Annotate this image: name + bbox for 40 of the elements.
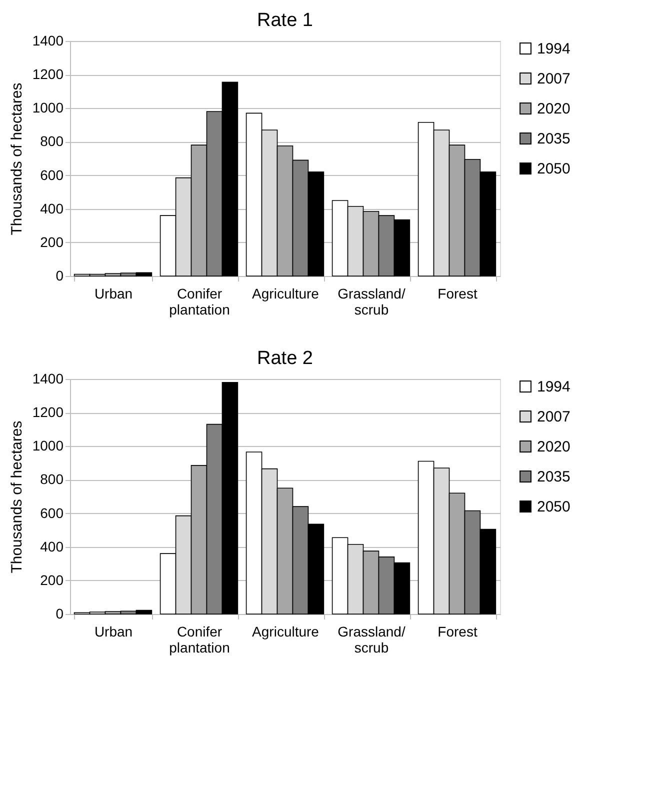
x-tick-label: Urban: [94, 624, 133, 640]
legend-label: 1994: [537, 40, 570, 58]
chart-title: Rate 1: [257, 10, 313, 31]
y-tick-label: 1200: [32, 404, 64, 420]
x-tick-label: Conifer plantation: [169, 624, 230, 656]
x-tick-label: Agriculture: [252, 624, 320, 640]
legend-label: 2035: [537, 468, 570, 486]
y-tick-label: 1000: [32, 438, 64, 454]
y-axis-title: Thousands of hectares: [8, 82, 26, 236]
y-tick-label: 1400: [32, 370, 64, 386]
x-tick-label: Urban: [94, 286, 133, 302]
y-tick-label: 400: [40, 200, 64, 216]
legend-label: 2035: [537, 130, 570, 148]
x-tick-label: Forest: [438, 624, 478, 640]
legend-label: 2050: [537, 160, 570, 178]
y-tick-label: 800: [40, 471, 64, 488]
legend-label: 2007: [537, 408, 570, 426]
y-tick-label: 200: [40, 234, 64, 250]
x-tick-label: Agriculture: [252, 286, 320, 302]
legend-label: 1994: [537, 378, 570, 396]
chart-title: Rate 2: [257, 348, 313, 369]
y-tick-label: 1400: [32, 32, 64, 48]
x-tick-label: Grassland/ scrub: [338, 624, 406, 656]
legend-label: 2020: [537, 100, 570, 118]
y-tick-label: 600: [40, 504, 64, 521]
y-tick-label: 200: [40, 572, 64, 588]
y-tick-label: 1000: [32, 100, 64, 116]
y-axis-title: Thousands of hectares: [8, 420, 26, 574]
y-tick-label: 0: [56, 606, 64, 622]
legend-label: 2050: [537, 498, 570, 516]
y-tick-label: 800: [40, 133, 64, 150]
y-tick-label: 1200: [32, 66, 64, 82]
x-tick-label: Forest: [438, 286, 478, 302]
legend-label: 2007: [537, 70, 570, 88]
y-tick-label: 400: [40, 538, 64, 554]
y-tick-label: 0: [56, 268, 64, 284]
x-tick-label: Conifer plantation: [169, 286, 230, 318]
legend-label: 2020: [537, 438, 570, 456]
x-tick-label: Grassland/ scrub: [338, 286, 406, 318]
y-tick-label: 600: [40, 166, 64, 183]
